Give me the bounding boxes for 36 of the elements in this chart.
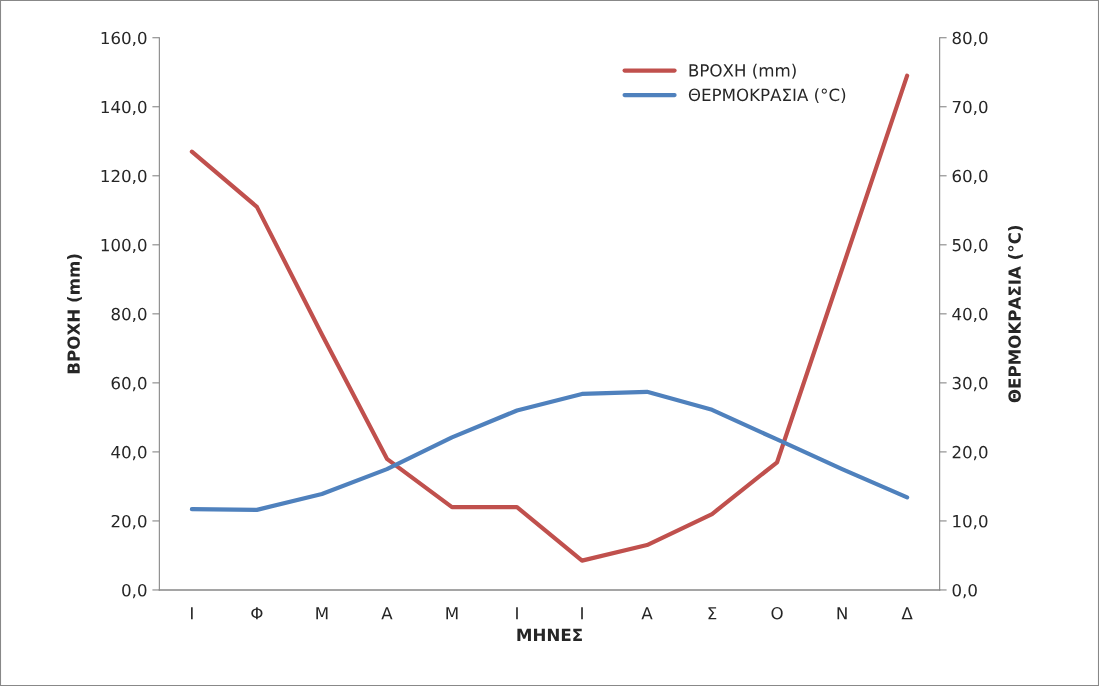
x-tick-label: Σ bbox=[708, 607, 717, 620]
x-tick-label: Δ bbox=[901, 607, 913, 620]
x-tick-label: Ο bbox=[771, 606, 783, 620]
y-tick-label: 120,0 bbox=[101, 169, 147, 185]
y-tick-label: 160,0 bbox=[101, 31, 147, 46]
y-tick-label: 20,0 bbox=[111, 514, 147, 530]
y-tick-label: 60,0 bbox=[111, 376, 147, 392]
line-series bbox=[189, 389, 910, 512]
y2-tick-label: 50,0 bbox=[952, 238, 988, 254]
y2-axis-title: ΘΕΡΜΟΚΡΑΣΙΑ (°C) bbox=[1008, 225, 1023, 403]
y2-tick-label: 80,0 bbox=[952, 31, 988, 46]
legend-label: ΘΕΡΜΟΚΡΑΣΙΑ (°C) bbox=[688, 88, 846, 104]
x-tick-label: Ι bbox=[191, 607, 193, 620]
x-tick-label: Ι bbox=[581, 607, 583, 620]
y2-tick-label: 0,0 bbox=[952, 583, 977, 599]
y2-tick-label: 30,0 bbox=[952, 376, 988, 392]
y2-tick-label: 70,0 bbox=[952, 100, 988, 116]
x-tick-label: Α bbox=[381, 607, 393, 620]
y-tick-label: 140,0 bbox=[101, 100, 147, 116]
y-axis-title: ΒΡΟΧΗ (mm) bbox=[67, 254, 82, 374]
x-tick-label: Ν bbox=[837, 607, 847, 620]
y2-tick-label: 10,0 bbox=[953, 514, 988, 530]
x-axis-title: ΜΗΝΕΣ bbox=[517, 628, 582, 641]
y-tick-label: 0,0 bbox=[122, 583, 147, 599]
x-tick-label: Α bbox=[641, 607, 653, 620]
y2-tick-label: 60,0 bbox=[952, 169, 988, 185]
y-tick-label: 80,0 bbox=[111, 307, 147, 323]
y-tick-label: 40,0 bbox=[111, 445, 147, 461]
x-tick-label: Μ bbox=[446, 607, 458, 620]
x-tick-label: Ι bbox=[516, 607, 518, 620]
x-tick-label: Μ bbox=[316, 607, 328, 620]
y2-tick-label: 40,0 bbox=[952, 307, 988, 323]
legend-label: ΒΡΟΧΗ (mm) bbox=[689, 63, 796, 79]
x-tick-label: Φ bbox=[251, 607, 263, 620]
y2-tick-label: 20,0 bbox=[952, 445, 988, 461]
y-tick-label: 100,0 bbox=[101, 238, 147, 254]
